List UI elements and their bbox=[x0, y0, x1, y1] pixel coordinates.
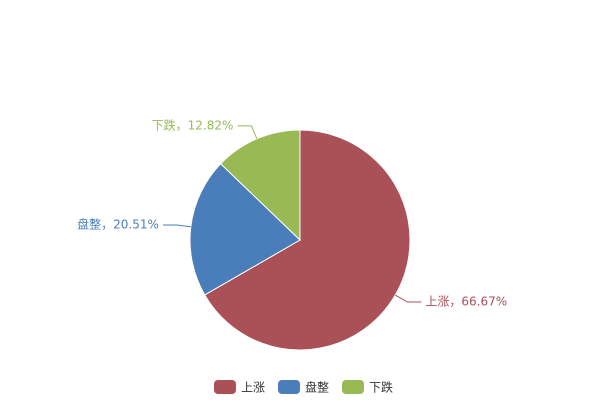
legend-swatch bbox=[214, 380, 236, 394]
legend-label: 下跌 bbox=[369, 380, 393, 395]
data-label: 下跌，12.82% bbox=[152, 117, 234, 132]
legend-label: 上涨 bbox=[241, 380, 265, 395]
data-label: 盘整，20.51% bbox=[77, 217, 159, 232]
label-line bbox=[237, 125, 258, 139]
legend-swatch bbox=[278, 380, 300, 394]
legend-label: 盘整 bbox=[305, 380, 329, 395]
pie-slice bbox=[189, 163, 301, 296]
data-label: 上涨，66.67% bbox=[425, 294, 507, 309]
label-line bbox=[395, 294, 422, 303]
legend-swatch bbox=[342, 380, 364, 394]
pie-slice bbox=[204, 129, 411, 351]
pie-slice bbox=[219, 129, 301, 242]
label-line bbox=[162, 224, 191, 228]
